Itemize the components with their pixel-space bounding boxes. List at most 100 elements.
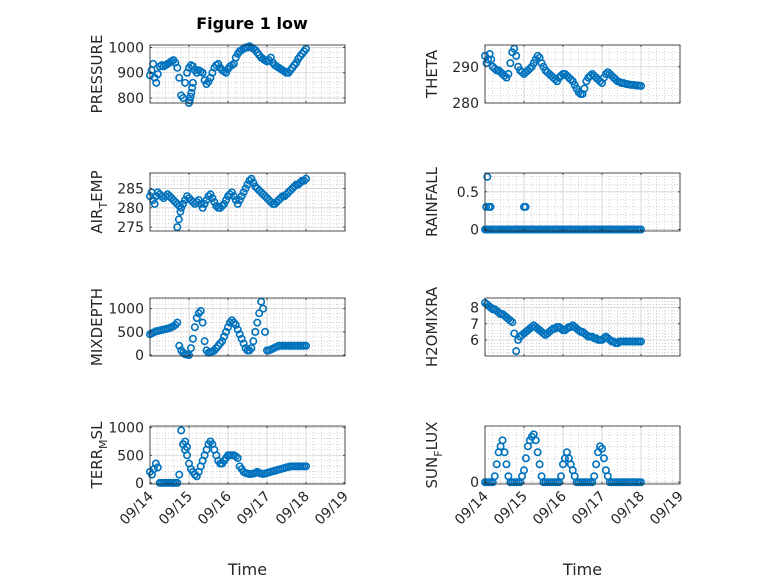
data-point bbox=[152, 78, 161, 87]
data-point bbox=[200, 199, 209, 208]
data-point bbox=[175, 73, 184, 82]
plot-area bbox=[485, 426, 680, 484]
data-point bbox=[557, 472, 566, 481]
data-point bbox=[222, 196, 231, 205]
data-point bbox=[227, 188, 236, 197]
data-point bbox=[175, 470, 184, 479]
data-point bbox=[535, 460, 544, 469]
axes-box bbox=[484, 425, 681, 485]
y-tick-label: 1000 bbox=[108, 421, 144, 437]
data-point bbox=[198, 318, 207, 327]
y-axis-label: THETA bbox=[423, 49, 441, 99]
subplot-theta: 280 290 THETA bbox=[423, 44, 681, 112]
data-point bbox=[235, 196, 244, 205]
y-tick-label: 500 bbox=[117, 448, 144, 464]
data-point bbox=[301, 341, 310, 350]
data-point bbox=[492, 460, 501, 469]
y-axis-label: H2OMIXRA bbox=[423, 286, 441, 367]
y-axis-label-main: TERR bbox=[88, 449, 106, 490]
data-point bbox=[533, 448, 542, 457]
data-point bbox=[531, 436, 540, 445]
data-point bbox=[225, 190, 234, 199]
data-point bbox=[482, 202, 491, 211]
data-point bbox=[190, 323, 199, 332]
data-point bbox=[247, 174, 256, 183]
y-tick-label: 275 bbox=[117, 220, 144, 236]
data-point bbox=[220, 332, 229, 341]
data-point bbox=[562, 324, 571, 333]
y-tick-label: 280 bbox=[117, 201, 144, 217]
data-series bbox=[146, 42, 310, 108]
data-point bbox=[599, 454, 608, 463]
axes-box bbox=[484, 297, 681, 357]
data-point bbox=[636, 81, 645, 90]
data-point bbox=[233, 454, 242, 463]
data-point bbox=[175, 341, 184, 350]
data-point bbox=[208, 194, 217, 203]
data-point bbox=[498, 436, 507, 445]
data-point bbox=[196, 199, 205, 208]
data-series bbox=[480, 44, 645, 98]
y-axis-label-rest: LUX bbox=[423, 422, 441, 451]
data-point bbox=[494, 308, 503, 317]
data-point bbox=[525, 64, 534, 73]
data-point bbox=[276, 194, 285, 203]
subplot-rainfall: 0 0.5 RAINFALL bbox=[423, 166, 681, 238]
data-point bbox=[185, 96, 194, 105]
y-axis-label: TERRMSL bbox=[88, 421, 110, 490]
data-point bbox=[235, 330, 244, 339]
y-axis-label: MIXDEPTH bbox=[88, 288, 106, 366]
data-point bbox=[220, 199, 229, 208]
data-point bbox=[188, 83, 197, 92]
y-axis-label-rest: SL bbox=[88, 421, 106, 440]
data-point bbox=[249, 337, 258, 346]
tick-marks bbox=[149, 298, 346, 356]
data-point bbox=[512, 51, 521, 60]
tick-marks bbox=[149, 45, 346, 103]
data-point bbox=[504, 70, 513, 79]
data-point bbox=[183, 451, 192, 460]
y-tick-label: 7 bbox=[470, 317, 479, 333]
data-point bbox=[247, 344, 256, 353]
data-point bbox=[177, 203, 186, 212]
data-point bbox=[502, 460, 511, 469]
data-point bbox=[551, 75, 560, 84]
data-point bbox=[253, 318, 262, 327]
tick-marks bbox=[149, 173, 346, 231]
data-point bbox=[245, 176, 254, 185]
y-axis-label-subscript: M bbox=[97, 439, 110, 449]
y-axis-label-subscript: F bbox=[432, 450, 445, 456]
y-tick-label: 800 bbox=[117, 91, 144, 107]
data-point bbox=[196, 306, 205, 315]
data-series bbox=[146, 297, 310, 360]
data-point bbox=[206, 190, 215, 199]
data-point bbox=[210, 198, 219, 207]
figure-title: Figure 1 low bbox=[196, 14, 308, 33]
y-axis-label: RAINFALL bbox=[423, 166, 441, 237]
data-point bbox=[580, 84, 589, 93]
y-axis-label: PRESSURE bbox=[88, 35, 106, 114]
data-point bbox=[521, 454, 530, 463]
data-point bbox=[261, 327, 270, 336]
data-point bbox=[508, 318, 517, 327]
data-point bbox=[500, 71, 509, 80]
data-series bbox=[480, 172, 645, 234]
data-point bbox=[588, 332, 597, 341]
data-point bbox=[233, 325, 242, 334]
data-point bbox=[183, 442, 192, 451]
data-point bbox=[188, 334, 197, 343]
data-point bbox=[187, 88, 196, 97]
data-point bbox=[218, 337, 227, 346]
data-point bbox=[173, 223, 182, 232]
y-tick-label: 0 bbox=[135, 476, 144, 492]
y-tick-label: 1000 bbox=[108, 41, 144, 57]
y-tick-label: 0 bbox=[135, 348, 144, 364]
data-point bbox=[151, 459, 160, 468]
data-point bbox=[231, 452, 240, 461]
axes-box bbox=[484, 172, 681, 232]
y-tick-label: 0 bbox=[470, 475, 479, 491]
axes-box bbox=[149, 172, 346, 232]
data-point bbox=[150, 199, 159, 208]
data-point bbox=[231, 196, 240, 205]
